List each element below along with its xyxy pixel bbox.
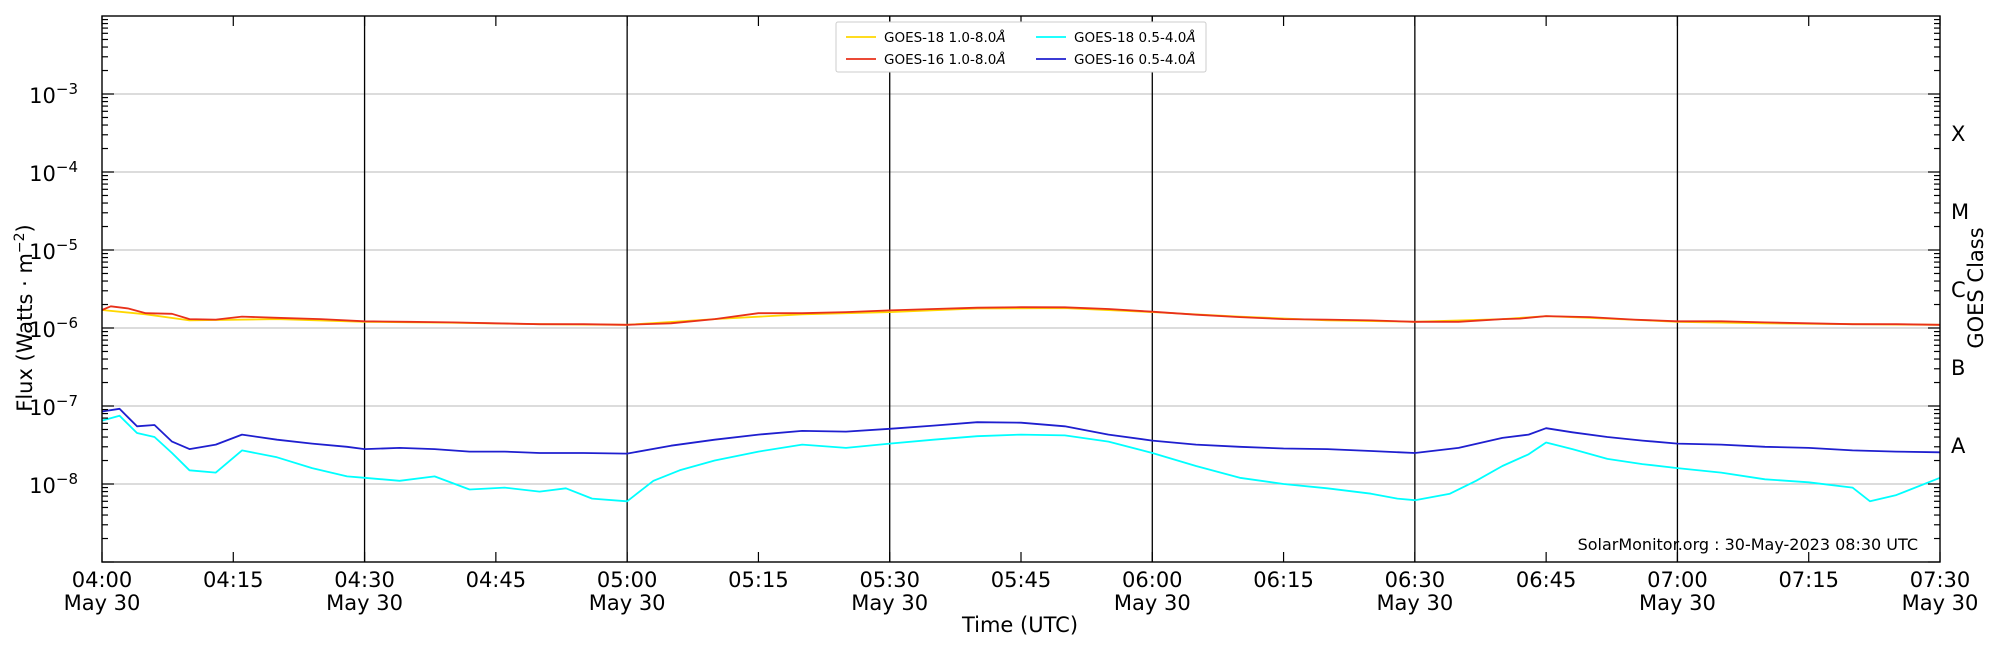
y-tick-base: 10 [29, 318, 56, 342]
x-tick-label: 04:00 [72, 568, 133, 592]
legend-label-name: GOES-16 1.0-8.0 [884, 52, 996, 68]
x-tick-label: 06:30 [1385, 568, 1446, 592]
x-tick-label: 07:00 [1647, 568, 1708, 592]
y-tick-exponent: −8 [56, 470, 78, 488]
x-tick-label: 07:15 [1778, 568, 1839, 592]
plot-frame [101, 15, 1941, 563]
goes-class-label: C [1951, 278, 1966, 302]
goes-class-axis-title: GOES Class [1964, 227, 1988, 348]
legend-label-unit: Å [995, 29, 1005, 46]
x-tick-label: 05:15 [728, 568, 789, 592]
x-tick-label: 07:30 [1910, 568, 1971, 592]
y-tick-label: 10−7 [29, 392, 78, 420]
y-axis-title-main: Flux (Watts · m [13, 253, 37, 412]
legend-box [835, 21, 1207, 73]
y-tick-label: 10−3 [29, 80, 78, 108]
x-axis-title: Time (UTC) [961, 613, 1078, 637]
x-tick-label: 05:30 [859, 568, 920, 592]
y-tick-exponent: −5 [56, 236, 78, 254]
x-tick-label: 04:45 [466, 568, 527, 592]
legend-label-name: GOES-16 0.5-4.0 [1074, 52, 1186, 68]
goes-class-label: X [1951, 122, 1965, 146]
legend-label: GOES-18 0.5-4.0Å [1074, 29, 1196, 46]
legend-label: GOES-16 0.5-4.0Å [1074, 51, 1196, 68]
goes-class-label: M [1951, 200, 1969, 224]
y-axis-title-exponent: −2 [12, 232, 28, 253]
x-tick-label: 04:30 [334, 568, 395, 592]
y-axis-title-tail: ) [13, 224, 37, 232]
x-tick-date-label: May 30 [589, 591, 666, 615]
y-tick-label: 10−6 [29, 314, 78, 342]
legend-label-unit: Å [1185, 29, 1195, 46]
y-tick-base: 10 [29, 162, 56, 186]
y-tick-exponent: −6 [56, 314, 78, 332]
credit-text: SolarMonitor.org : 30-May-2023 08:30 UTC [1578, 535, 1918, 554]
legend-label-unit: Å [1185, 51, 1195, 68]
y-tick-exponent: −7 [56, 392, 78, 410]
y-tick-base: 10 [29, 396, 56, 420]
y-tick-exponent: −4 [56, 158, 78, 176]
x-tick-date-label: May 30 [851, 591, 928, 615]
goes-class-label: A [1951, 434, 1966, 458]
goes-class-label: B [1951, 356, 1965, 380]
grid-layer [102, 16, 1940, 562]
y-tick-base: 10 [29, 84, 56, 108]
x-tick-label: 04:15 [203, 568, 264, 592]
legend-label-name: GOES-18 1.0-8.0 [884, 30, 996, 46]
y-tick-label: 10−4 [29, 158, 78, 186]
series-line [101, 407, 1941, 455]
x-tick-label: 05:45 [991, 568, 1052, 592]
legend-label: GOES-18 1.0-8.0Å [884, 29, 1006, 46]
x-tick-label: 06:00 [1122, 568, 1183, 592]
y-tick-label: 10−8 [29, 470, 78, 498]
series-layer [101, 305, 1941, 503]
y-axis-title: Flux (Watts · m−2) [12, 224, 37, 412]
x-tick-date-label: May 30 [326, 591, 403, 615]
x-tick-date-label: May 30 [1639, 591, 1716, 615]
x-tick-label: 06:15 [1253, 568, 1314, 592]
legend-label: GOES-16 1.0-8.0Å [884, 51, 1006, 68]
legend-label-unit: Å [995, 51, 1005, 68]
y-tick-base: 10 [29, 240, 56, 264]
series-line [101, 414, 1941, 503]
x-tick-date-label: May 30 [1902, 591, 1979, 615]
series-line [101, 305, 1941, 326]
x-tick-label: 05:00 [597, 568, 658, 592]
x-tick-date-label: May 30 [1376, 591, 1453, 615]
y-tick-label: 10−5 [29, 236, 78, 264]
x-tick-date-label: May 30 [64, 591, 141, 615]
y-tick-exponent: −3 [56, 80, 78, 98]
legend-label-name: GOES-18 0.5-4.0 [1074, 30, 1186, 46]
y-tick-base: 10 [29, 474, 56, 498]
x-tick-date-label: May 30 [1114, 591, 1191, 615]
x-tick-label: 06:45 [1516, 568, 1577, 592]
